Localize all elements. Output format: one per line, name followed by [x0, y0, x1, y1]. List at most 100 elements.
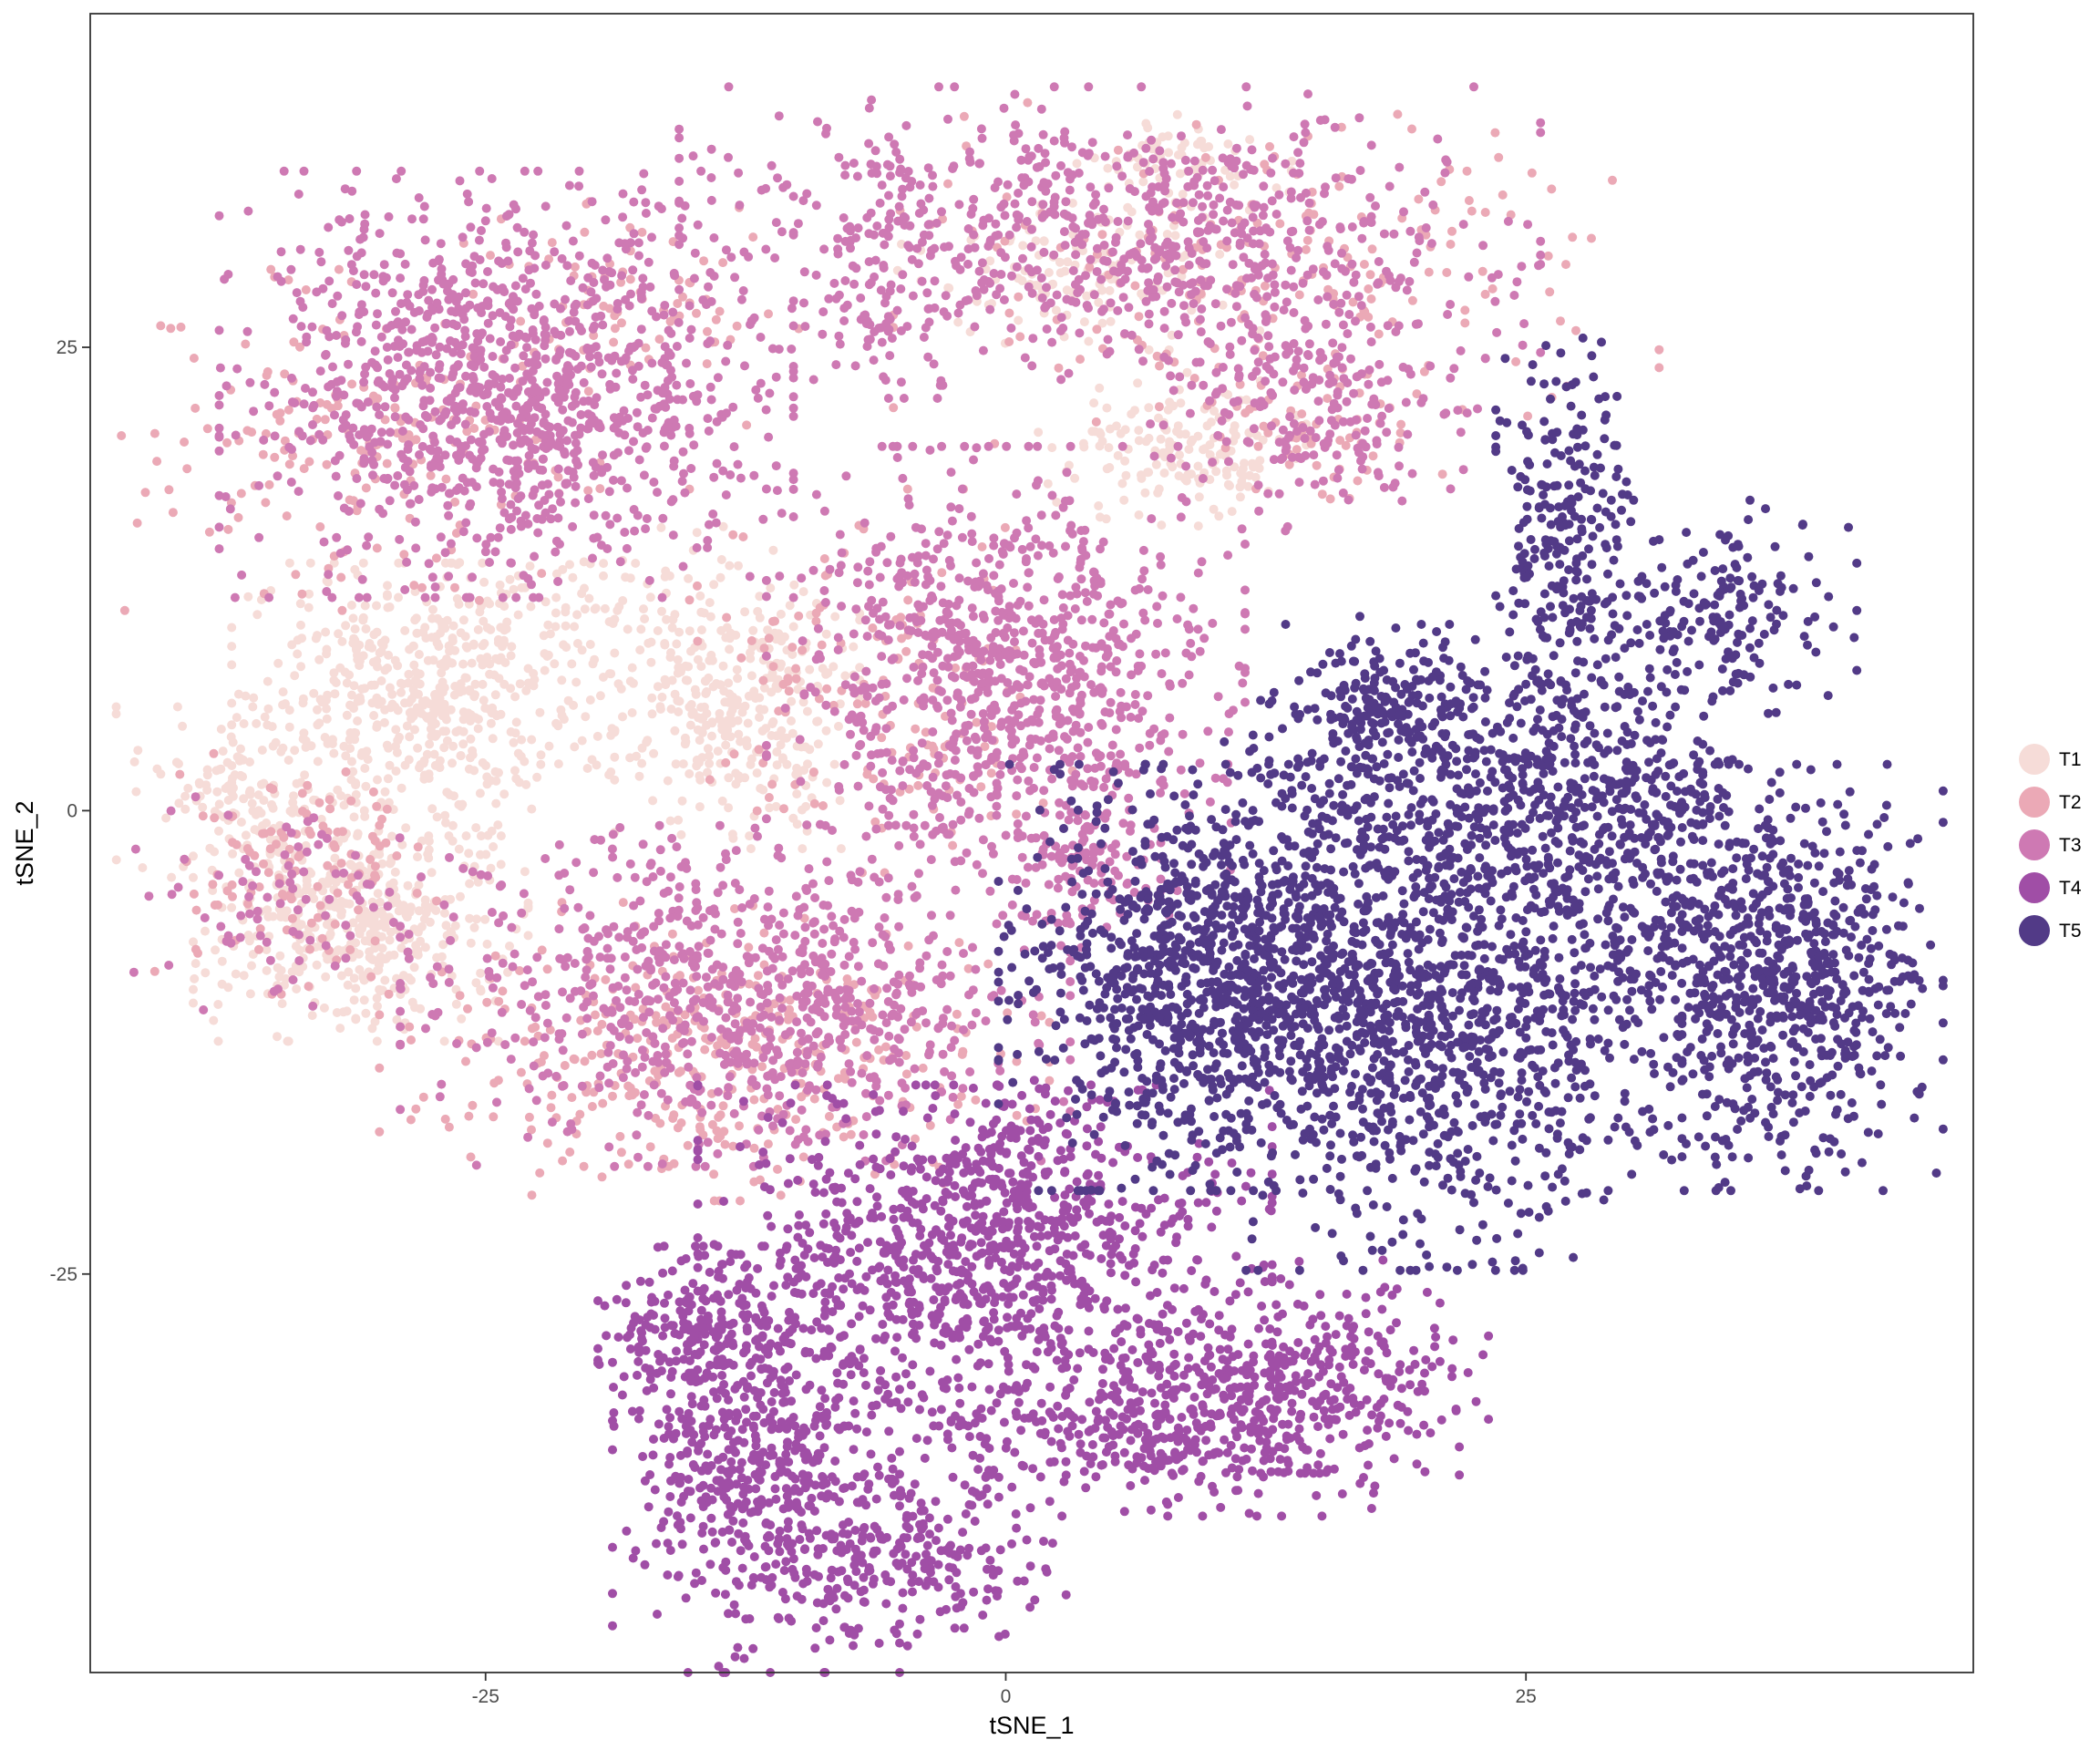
point-T1 — [728, 833, 738, 843]
point-T3 — [361, 362, 371, 372]
point-T1 — [1182, 367, 1192, 377]
point-T3 — [465, 501, 475, 511]
point-T3 — [658, 513, 668, 523]
point-T1 — [732, 664, 742, 674]
point-T1 — [205, 843, 215, 853]
point-T3 — [929, 668, 939, 678]
point-T2 — [565, 1148, 575, 1157]
point-T1 — [372, 993, 382, 1004]
point-T1 — [482, 779, 492, 789]
point-T3 — [566, 276, 576, 285]
point-T3 — [382, 343, 392, 352]
point-T3 — [362, 592, 372, 602]
point-T1 — [1140, 488, 1150, 498]
point-T3 — [967, 537, 977, 547]
point-T1 — [749, 686, 759, 696]
point-T2 — [1294, 290, 1304, 300]
point-T3 — [1048, 643, 1058, 654]
point-T1 — [359, 995, 369, 1005]
point-T1 — [424, 836, 434, 846]
point-T1 — [313, 757, 323, 767]
point-T3 — [954, 504, 964, 514]
point-T1 — [214, 826, 223, 836]
point-T3 — [512, 296, 522, 306]
point-T1 — [330, 689, 340, 699]
point-T1 — [437, 706, 446, 716]
point-T3 — [788, 321, 798, 331]
point-T2 — [305, 944, 314, 954]
point-T3 — [395, 534, 405, 544]
point-T1 — [437, 668, 447, 678]
point-T1 — [1205, 449, 1215, 459]
point-T3 — [334, 491, 343, 500]
point-T3 — [989, 533, 999, 543]
point-T1 — [393, 661, 403, 671]
point-T2 — [579, 1161, 589, 1171]
point-T3 — [593, 418, 603, 428]
point-T3 — [951, 885, 961, 895]
point-T1 — [802, 706, 812, 716]
point-T1 — [1106, 316, 1116, 326]
point-T2 — [392, 851, 402, 860]
point-T2 — [655, 1118, 665, 1128]
point-T1 — [278, 687, 288, 697]
point-T3 — [458, 473, 468, 483]
point-T1 — [421, 712, 431, 722]
point-T3 — [487, 174, 497, 183]
point-T1 — [413, 852, 422, 862]
point-T3 — [591, 312, 601, 322]
point-T1 — [415, 763, 424, 773]
point-T3 — [1092, 573, 1102, 583]
point-T3 — [553, 513, 563, 523]
point-T3 — [504, 388, 514, 398]
point-T3 — [1093, 591, 1103, 601]
point-T3 — [851, 604, 861, 614]
point-T1 — [606, 669, 616, 679]
point-T3 — [881, 747, 891, 757]
point-T3 — [288, 314, 298, 324]
point-T2 — [913, 780, 923, 790]
point-T1 — [419, 770, 429, 780]
point-T1 — [283, 756, 293, 765]
point-T1 — [1095, 383, 1105, 393]
point-T2 — [1364, 284, 1374, 293]
point-T1 — [348, 613, 358, 623]
point-T1 — [718, 661, 728, 671]
point-T1 — [432, 812, 442, 822]
point-T2 — [558, 1156, 568, 1166]
point-T1 — [394, 558, 404, 568]
point-T3 — [370, 346, 380, 356]
point-T1 — [466, 734, 476, 744]
point-T1 — [245, 789, 255, 799]
point-T3 — [523, 404, 533, 414]
point-T3 — [273, 471, 283, 481]
point-T1 — [1072, 159, 1082, 169]
point-T1 — [523, 931, 533, 941]
point-T3 — [1023, 582, 1033, 592]
point-T2 — [903, 595, 913, 605]
point-T1 — [745, 831, 755, 841]
point-T2 — [262, 366, 273, 376]
point-T3 — [448, 347, 458, 357]
point-T2 — [542, 1138, 552, 1148]
point-T3 — [821, 700, 831, 710]
point-T2 — [1556, 316, 1565, 326]
point-T1 — [341, 621, 351, 631]
point-T2 — [592, 1026, 602, 1036]
point-T1 — [455, 558, 465, 568]
point-T3 — [969, 771, 978, 781]
point-T2 — [817, 640, 827, 650]
point-T2 — [413, 842, 423, 852]
point-T2 — [1091, 417, 1101, 427]
point-T1 — [1154, 484, 1164, 494]
point-T3 — [925, 445, 935, 455]
point-T1 — [300, 770, 310, 780]
point-T1 — [461, 831, 471, 841]
point-T1 — [717, 721, 727, 731]
point-T3 — [496, 417, 506, 426]
point-T1 — [413, 946, 423, 956]
point-T3 — [689, 440, 699, 450]
point-T1 — [755, 704, 765, 714]
point-T1 — [138, 863, 148, 872]
point-T3 — [628, 375, 638, 384]
